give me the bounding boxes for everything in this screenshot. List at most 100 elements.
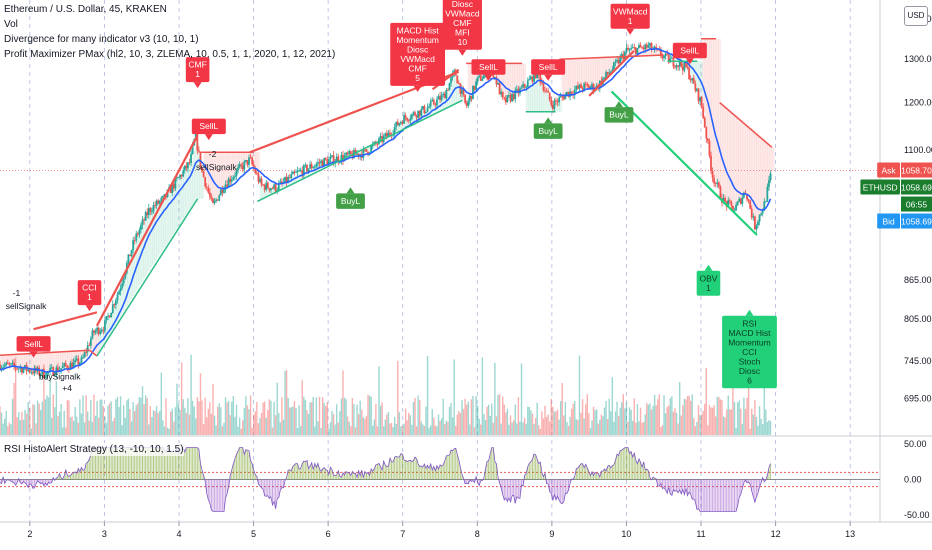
pmax-indicator-title[interactable]: Profit Maximizer PMax (hl2, 10, 3, ZLEMA… <box>4 49 336 60</box>
volume-bar <box>666 406 668 435</box>
divergence-indicator-title[interactable]: Divergence for many indicator v3 (10, 10… <box>4 34 199 45</box>
candle-body <box>161 195 164 198</box>
volume-bar <box>683 398 686 435</box>
volume-bar <box>238 417 241 435</box>
candle-body <box>329 156 332 160</box>
candle-body <box>526 80 529 88</box>
pmax-fill-slice <box>651 48 654 56</box>
pmax-fill-slice <box>720 103 724 195</box>
signal-text: BuyL <box>538 126 558 136</box>
volume-bar <box>641 422 643 435</box>
pmax-fill-slice <box>400 121 404 129</box>
volume-bar <box>94 415 97 435</box>
candle-body <box>448 83 451 91</box>
volume-bar <box>440 418 443 435</box>
pmax-fill-slice <box>217 152 220 199</box>
volume-bar <box>428 427 430 435</box>
volume-bar <box>708 405 711 435</box>
signal-pointer <box>85 305 94 312</box>
candle-body <box>649 43 651 46</box>
candle-body <box>533 70 535 82</box>
candle-body <box>722 197 725 203</box>
pmax-fill-slice <box>610 57 614 71</box>
rsi-indicator-title[interactable]: RSI HistoAlert Strategy (13, -10, 10, 1.… <box>4 443 184 456</box>
pmax-fill-slice <box>637 48 641 57</box>
candle-body <box>716 182 719 184</box>
candle-body <box>445 90 448 99</box>
volume-bar <box>583 418 585 435</box>
volume-bar <box>426 355 429 435</box>
volume-bar <box>259 418 261 435</box>
pmax-stop-line <box>0 37 773 357</box>
volume-bar <box>727 395 729 435</box>
volume-bar <box>226 402 228 435</box>
signal-text: 1 <box>628 16 633 26</box>
volume-bar <box>71 416 73 435</box>
signal-text: VWMacd <box>445 8 480 18</box>
candle-body <box>111 304 114 313</box>
volume-bar <box>472 395 474 435</box>
volume-bar <box>639 407 642 435</box>
pmax-segment <box>0 349 90 357</box>
volume-bar <box>462 409 465 435</box>
candle-body <box>293 171 296 173</box>
volume-bar <box>594 410 596 435</box>
volume-bar <box>588 412 590 435</box>
candle-body <box>85 352 88 354</box>
candle-body <box>96 327 98 332</box>
pmax-fill-slice <box>333 159 336 162</box>
candle-body <box>644 44 647 50</box>
currency-button[interactable]: USD <box>904 6 928 26</box>
candle-body <box>702 106 705 118</box>
volume-bar <box>570 408 573 435</box>
candle-body <box>171 183 174 193</box>
volume-bar <box>417 395 419 435</box>
volume-bar <box>398 412 401 435</box>
pmax-fill-slice <box>62 351 66 368</box>
pmax-fill-slice <box>702 38 706 112</box>
candle-body <box>349 151 352 154</box>
candle-body <box>768 179 770 187</box>
volume-bar <box>323 402 325 435</box>
price-tag-value: 06:55 <box>906 200 928 210</box>
symbol-title[interactable]: Ethereum / U.S. Dollar, 45, KRAKEN <box>4 4 167 15</box>
pmax-fill-slice <box>161 200 164 251</box>
volume-bar <box>69 417 72 435</box>
volume-indicator-title[interactable]: Vol <box>4 19 18 30</box>
pmax-fill-slice <box>42 352 46 374</box>
volume-bar <box>273 401 275 435</box>
pmax-fill-slice <box>187 165 191 213</box>
candle-body <box>567 91 570 97</box>
volume-bar <box>215 425 217 435</box>
pmax-fill-slice <box>722 105 726 200</box>
candle-body <box>559 96 562 98</box>
pmax-fill-slice <box>474 63 477 88</box>
volume-bar <box>38 403 40 435</box>
candle-body <box>436 99 438 106</box>
volume-bar <box>760 418 762 435</box>
pmax-fill-slice <box>738 118 741 204</box>
pmax-fill-slice <box>24 353 28 369</box>
pmax-fill-slice <box>711 38 715 170</box>
volume-bar <box>688 395 690 435</box>
candle-body <box>133 240 136 241</box>
candle-body <box>685 62 687 67</box>
volume-bar <box>148 424 150 435</box>
pmax-fill-slice <box>539 76 542 112</box>
volume-bar <box>152 410 155 435</box>
pmax-fill-slice <box>626 50 630 57</box>
volume-bar <box>118 407 120 435</box>
volume-bar <box>674 408 676 435</box>
volume-bar <box>206 417 208 435</box>
candle-body <box>450 77 452 84</box>
volume-bar <box>41 401 43 435</box>
candle-body <box>179 174 182 178</box>
candle-body <box>146 212 149 216</box>
volume-bar <box>52 394 54 435</box>
volume-bar <box>401 426 404 435</box>
volume-bar <box>414 398 416 435</box>
candle-body <box>703 117 706 128</box>
candle-body <box>630 48 633 50</box>
candle-body <box>613 62 615 70</box>
